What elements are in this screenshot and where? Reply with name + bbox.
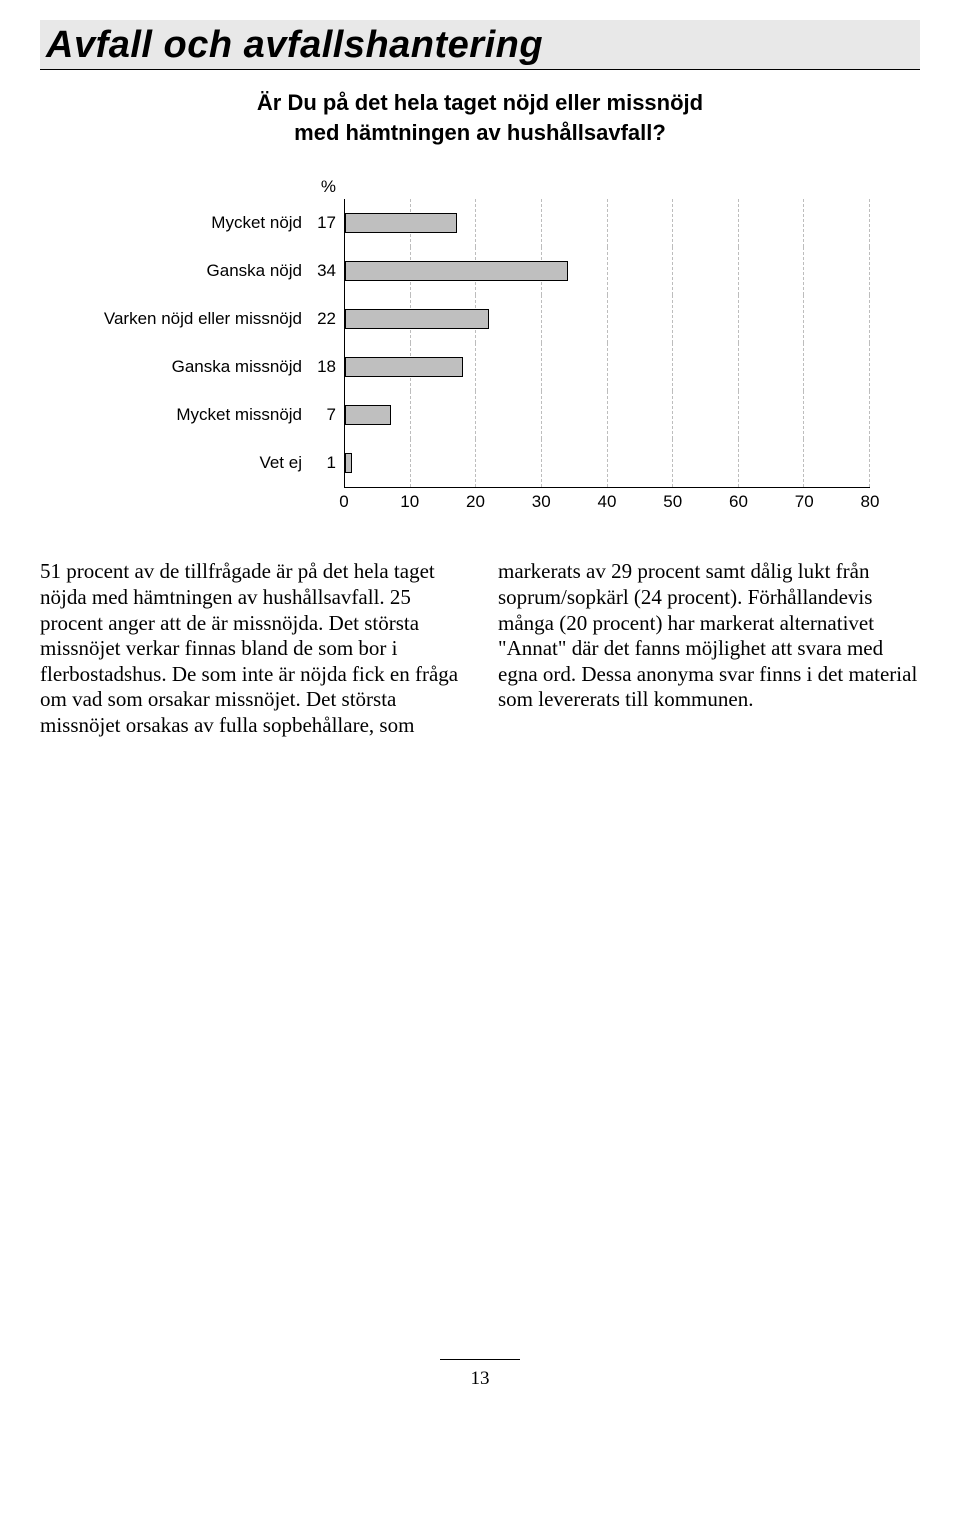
- percent-label: %: [310, 177, 344, 197]
- row-track: [344, 391, 870, 439]
- chart-row: Ganska missnöjd18: [90, 343, 870, 391]
- axis-tick: 70: [795, 492, 814, 512]
- chart-row: Vet ej1: [90, 439, 870, 487]
- row-bar: [345, 357, 463, 377]
- axis-tick: 80: [861, 492, 880, 512]
- row-value: 17: [310, 213, 344, 233]
- chart-row: Varken nöjd eller missnöjd22: [90, 295, 870, 343]
- axis-tick: 50: [663, 492, 682, 512]
- row-bar: [345, 453, 352, 473]
- subtitle-line-2: med hämtningen av hushållsavfall?: [294, 120, 666, 145]
- subtitle: Är Du på det hela taget nöjd eller missn…: [128, 88, 832, 147]
- row-value: 18: [310, 357, 344, 377]
- row-bar: [345, 309, 489, 329]
- axis-tick: 40: [598, 492, 617, 512]
- row-label: Ganska missnöjd: [90, 357, 310, 377]
- percent-row: %: [90, 175, 870, 199]
- row-label: Mycket nöjd: [90, 213, 310, 233]
- axis-tick: 0: [339, 492, 348, 512]
- row-track: [344, 247, 870, 295]
- body-text: 51 procent av de tillfrågade är på det h…: [40, 559, 920, 738]
- row-track: [344, 199, 870, 247]
- axis-tick: 20: [466, 492, 485, 512]
- row-label: Ganska nöjd: [90, 261, 310, 281]
- bar-chart: % Mycket nöjd17Ganska nöjd34Varken nöjd …: [90, 175, 870, 513]
- row-track: [344, 439, 870, 487]
- row-value: 1: [310, 453, 344, 473]
- title-bar: Avfall och avfallshantering: [40, 20, 920, 70]
- chart-row: Mycket missnöjd7: [90, 391, 870, 439]
- x-axis: 01020304050607080: [90, 487, 870, 513]
- page-title: Avfall och avfallshantering: [46, 24, 920, 67]
- row-track: [344, 295, 870, 343]
- row-label: Mycket missnöjd: [90, 405, 310, 425]
- axis-tick: 10: [400, 492, 419, 512]
- row-track: [344, 343, 870, 391]
- row-value: 34: [310, 261, 344, 281]
- axis-tick: 60: [729, 492, 748, 512]
- row-label: Varken nöjd eller missnöjd: [90, 309, 310, 329]
- row-bar: [345, 213, 457, 233]
- row-bar: [345, 261, 568, 281]
- chart-row: Mycket nöjd17: [90, 199, 870, 247]
- axis-tick: 30: [532, 492, 551, 512]
- subtitle-line-1: Är Du på det hela taget nöjd eller missn…: [257, 90, 703, 115]
- row-bar: [345, 405, 391, 425]
- row-value: 22: [310, 309, 344, 329]
- row-value: 7: [310, 405, 344, 425]
- chart-row: Ganska nöjd34: [90, 247, 870, 295]
- row-label: Vet ej: [90, 453, 310, 473]
- page-number: 13: [440, 1359, 520, 1390]
